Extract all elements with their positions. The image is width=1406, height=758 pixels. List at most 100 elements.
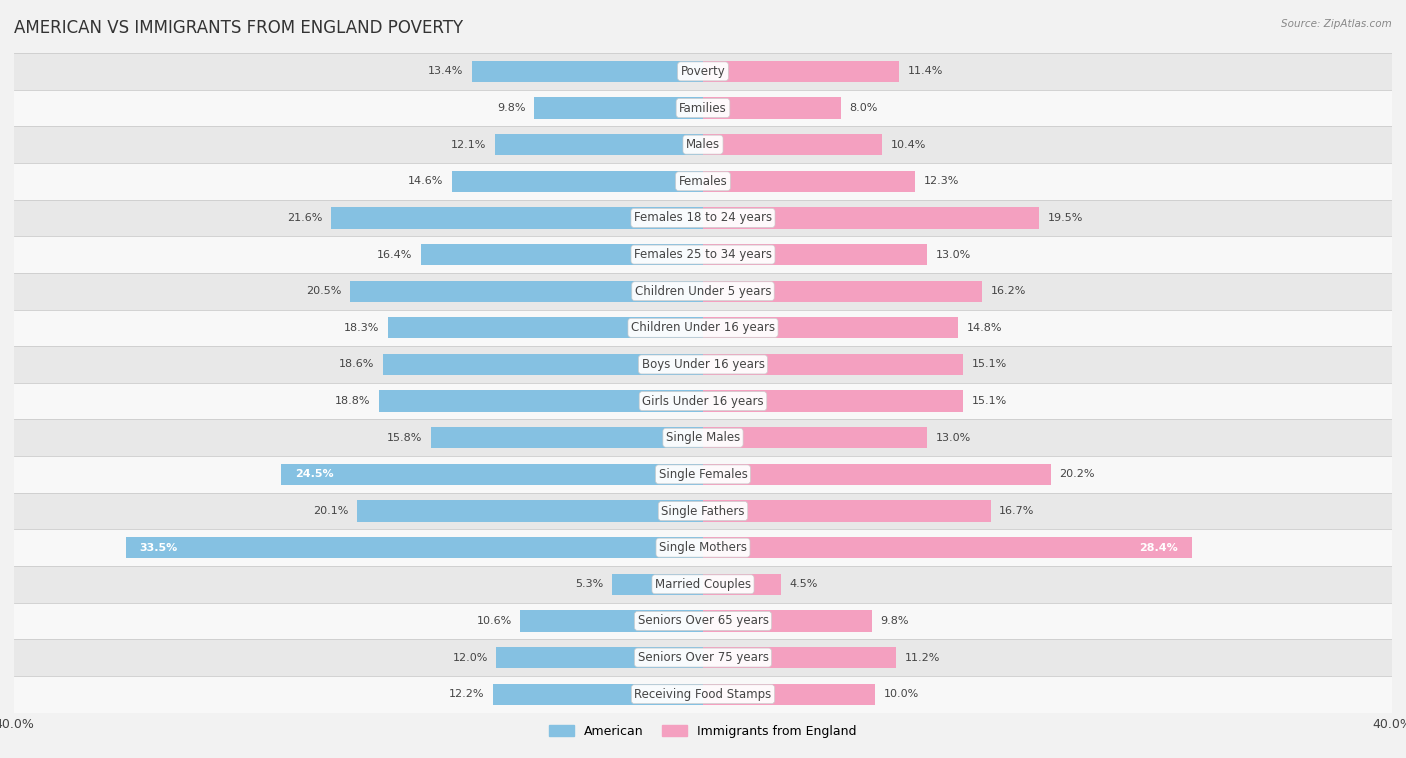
Text: 18.8%: 18.8% [335,396,371,406]
Text: 10.6%: 10.6% [477,616,512,626]
Text: 10.4%: 10.4% [891,139,927,149]
Bar [494,684,703,705]
Text: 14.6%: 14.6% [408,177,443,186]
Bar [703,61,900,82]
Text: 13.0%: 13.0% [935,249,970,259]
Text: Boys Under 16 years: Boys Under 16 years [641,358,765,371]
Bar [14,53,1392,89]
Text: 12.3%: 12.3% [924,177,959,186]
Text: 15.1%: 15.1% [972,359,1007,369]
Text: Females 18 to 24 years: Females 18 to 24 years [634,211,772,224]
Text: Single Mothers: Single Mothers [659,541,747,554]
Bar [14,89,1392,127]
Text: 11.4%: 11.4% [908,67,943,77]
Text: 14.8%: 14.8% [966,323,1002,333]
Bar [14,493,1392,529]
Text: Children Under 5 years: Children Under 5 years [634,285,772,298]
Bar [703,647,896,669]
Text: 9.8%: 9.8% [880,616,908,626]
Bar [534,97,703,119]
Text: 33.5%: 33.5% [139,543,179,553]
Text: 12.2%: 12.2% [449,689,484,699]
Text: Males: Males [686,138,720,151]
Bar [703,171,915,192]
Bar [703,280,981,302]
Bar [703,464,1050,485]
Text: 10.0%: 10.0% [884,689,920,699]
Text: Poverty: Poverty [681,65,725,78]
Text: Single Fathers: Single Fathers [661,505,745,518]
Bar [127,537,703,559]
Text: AMERICAN VS IMMIGRANTS FROM ENGLAND POVERTY: AMERICAN VS IMMIGRANTS FROM ENGLAND POVE… [14,19,463,37]
Bar [420,244,703,265]
Text: Families: Families [679,102,727,114]
Bar [14,419,1392,456]
Bar [14,346,1392,383]
Text: Single Females: Single Females [658,468,748,481]
Bar [495,134,703,155]
Text: Females: Females [679,175,727,188]
Bar [703,500,991,522]
Text: 20.1%: 20.1% [312,506,349,516]
Bar [14,383,1392,419]
Legend: American, Immigrants from England: American, Immigrants from England [544,719,862,743]
Text: 11.2%: 11.2% [904,653,939,662]
Text: 20.2%: 20.2% [1060,469,1095,479]
Text: 5.3%: 5.3% [575,579,603,589]
Text: 21.6%: 21.6% [287,213,322,223]
Bar [703,610,872,631]
Bar [703,390,963,412]
Bar [14,127,1392,163]
Bar [14,603,1392,639]
Bar [703,354,963,375]
Bar [451,171,703,192]
Bar [14,236,1392,273]
Bar [496,647,703,669]
Bar [703,684,875,705]
Text: 13.0%: 13.0% [935,433,970,443]
Text: Seniors Over 65 years: Seniors Over 65 years [637,615,769,628]
Text: Source: ZipAtlas.com: Source: ZipAtlas.com [1281,19,1392,29]
Bar [703,207,1039,229]
Text: Females 25 to 34 years: Females 25 to 34 years [634,248,772,261]
Bar [703,244,927,265]
Bar [14,529,1392,566]
Bar [14,199,1392,236]
Bar [14,639,1392,676]
Text: Seniors Over 75 years: Seniors Over 75 years [637,651,769,664]
Bar [430,427,703,449]
Bar [612,574,703,595]
Bar [703,427,927,449]
Bar [388,317,703,339]
Text: 20.5%: 20.5% [307,287,342,296]
Text: Children Under 16 years: Children Under 16 years [631,321,775,334]
Text: 12.1%: 12.1% [450,139,486,149]
Text: 4.5%: 4.5% [789,579,817,589]
Bar [703,134,882,155]
Text: 15.8%: 15.8% [387,433,422,443]
Bar [14,273,1392,309]
Text: 28.4%: 28.4% [1140,543,1178,553]
Text: 16.2%: 16.2% [991,287,1026,296]
Text: 9.8%: 9.8% [498,103,526,113]
Bar [330,207,703,229]
Bar [380,390,703,412]
Bar [14,566,1392,603]
Text: Receiving Food Stamps: Receiving Food Stamps [634,688,772,700]
Bar [703,574,780,595]
Text: 8.0%: 8.0% [849,103,877,113]
Bar [14,456,1392,493]
Bar [357,500,703,522]
Text: 16.4%: 16.4% [377,249,412,259]
Text: Girls Under 16 years: Girls Under 16 years [643,395,763,408]
Bar [703,537,1192,559]
Text: 18.6%: 18.6% [339,359,374,369]
Bar [382,354,703,375]
Bar [14,163,1392,199]
Text: 24.5%: 24.5% [295,469,333,479]
Bar [14,676,1392,713]
Text: 16.7%: 16.7% [1000,506,1035,516]
Bar [350,280,703,302]
Text: Married Couples: Married Couples [655,578,751,590]
Bar [472,61,703,82]
